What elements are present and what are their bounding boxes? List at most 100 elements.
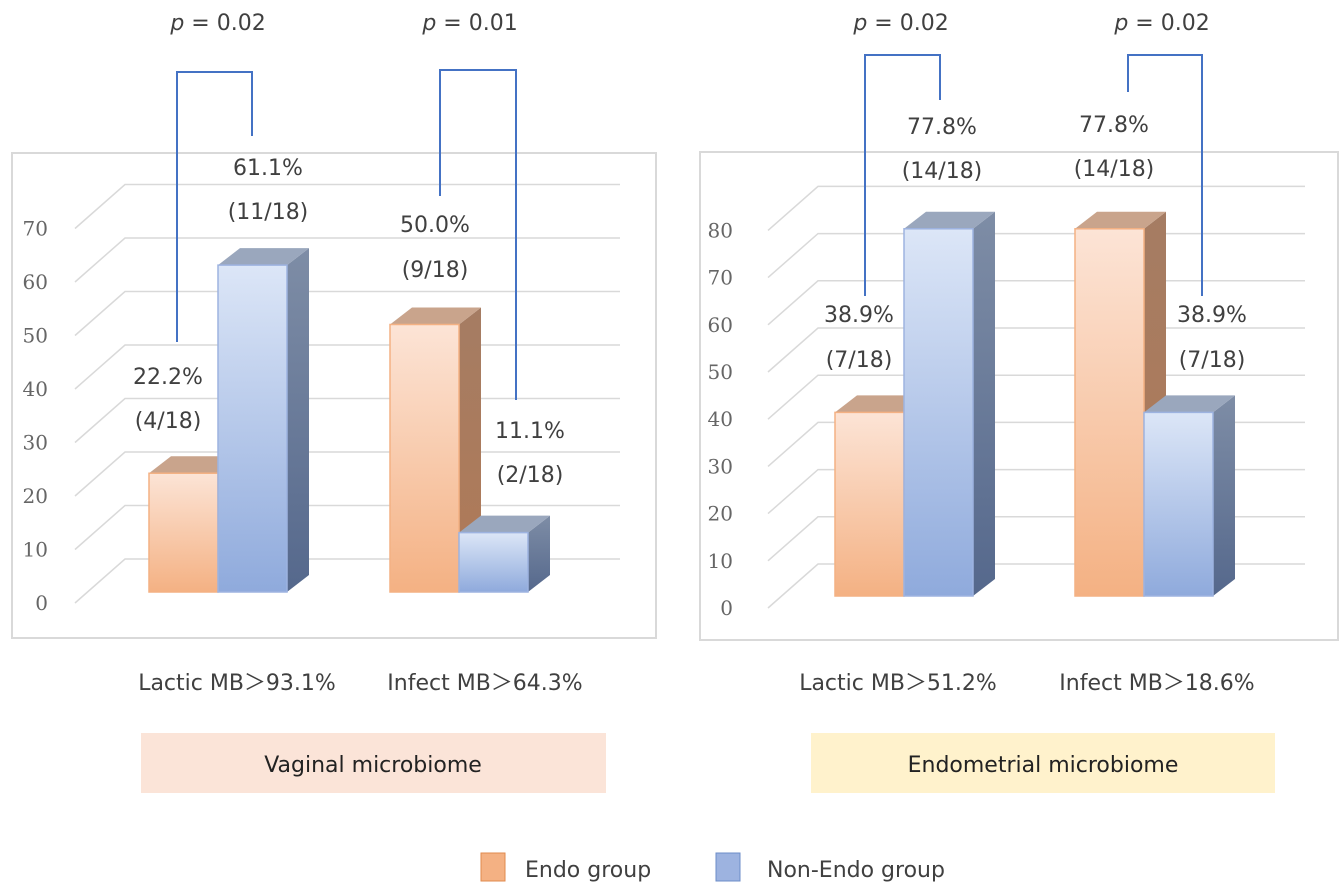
data-label: (14/18) <box>902 159 983 184</box>
vaginal-grid <box>74 183 620 604</box>
y-tick-label: 80 <box>708 218 733 242</box>
y-tick-label: 50 <box>708 360 733 384</box>
data-label: (2/18) <box>497 463 564 488</box>
p-value-label: p = 0.02 <box>1113 11 1209 36</box>
p-value-label: p = 0.01 <box>421 11 517 36</box>
legend-swatch-non-endo <box>715 852 741 882</box>
bar-top <box>390 307 481 325</box>
bar-side <box>528 515 550 592</box>
category-label: Lactic MB＞93.1% <box>138 671 336 696</box>
significance-bracket <box>439 69 517 400</box>
data-label: 38.9% <box>1177 303 1247 328</box>
category-label: Lactic MB＞51.2% <box>799 671 997 696</box>
vaginal-title-box <box>141 733 606 793</box>
data-label: 50.0% <box>400 213 470 238</box>
bar-front <box>834 411 905 597</box>
vaginal-chart: 0 10 20 30 40 50 60 70 22.2% (4/18) 61.1% (11/18) 5… <box>11 152 657 639</box>
legend-label-non-endo: Non-Endo group <box>767 858 945 883</box>
data-label: (4/18) <box>135 409 202 434</box>
y-tick-label: 0 <box>35 591 48 615</box>
data-label: (7/18) <box>826 348 893 373</box>
data-label: 11.1% <box>495 419 565 444</box>
endometrial-p-brackets <box>864 54 1203 296</box>
bar-front <box>217 264 288 593</box>
endometrial-y-ticks: 0 10 20 30 40 50 60 70 80 <box>708 218 733 620</box>
y-tick-label: 30 <box>708 454 733 478</box>
bar-front <box>903 228 974 597</box>
vaginal-p-values: p = 0.02 p = 0.01 <box>169 11 517 36</box>
endometrial-p-values: p = 0.02 p = 0.02 <box>852 11 1209 36</box>
y-tick-label: 40 <box>708 407 733 431</box>
gridline <box>767 185 1305 231</box>
bar-side <box>1213 395 1235 596</box>
y-tick-label: 70 <box>23 217 48 241</box>
gridline <box>74 290 620 337</box>
data-label: 22.2% <box>133 365 203 390</box>
bar-non-endo-1 <box>217 248 309 593</box>
legend-swatch-endo <box>480 852 506 882</box>
endometrial-chart: 0 10 20 30 40 50 60 70 80 38.9% (7/18) 77.8% (14/18… <box>699 113 1339 641</box>
y-tick-label: 10 <box>708 549 733 573</box>
data-label: (7/18) <box>1179 348 1246 373</box>
gridline <box>767 232 1305 279</box>
significance-bracket <box>176 71 253 342</box>
endometrial-title-box <box>811 733 1275 793</box>
y-tick-label: 60 <box>23 270 48 294</box>
vaginal-y-ticks: 0 10 20 30 40 50 60 70 <box>23 217 48 616</box>
bar-top <box>459 515 550 533</box>
bar-front <box>148 472 219 593</box>
y-tick-label: 30 <box>23 431 48 455</box>
data-label: 77.8% <box>1079 113 1149 138</box>
endometrial-chart-frame <box>699 151 1339 641</box>
bar-top <box>1075 211 1166 229</box>
gridline <box>74 183 620 230</box>
y-tick-label: 20 <box>23 484 48 508</box>
bar-non-endo-2 <box>458 515 550 593</box>
data-label: 77.8% <box>907 115 977 140</box>
y-tick-label: 60 <box>708 313 733 337</box>
endometrial-category-labels: Lactic MB＞51.2% Infect MB＞18.6% <box>799 671 1255 696</box>
vaginal-data-labels: 22.2% (4/18) 61.1% (11/18) 50.0% (9/18) 11.1% (… <box>133 156 565 488</box>
category-label: Infect MB＞18.6% <box>1059 671 1254 696</box>
legend-label-endo: Endo group <box>525 858 651 883</box>
vaginal-bars <box>148 248 550 593</box>
y-tick-label: 50 <box>23 324 48 348</box>
bar-front <box>1074 228 1145 597</box>
bar-top <box>218 248 309 266</box>
y-tick-label: 70 <box>708 266 733 290</box>
bar-front <box>458 531 529 593</box>
bar-side <box>287 248 309 593</box>
p-value-label: p = 0.02 <box>852 11 948 36</box>
vaginal-chart-frame <box>11 152 657 639</box>
vaginal-p-brackets <box>176 69 517 400</box>
bar-non-endo-2 <box>1143 395 1235 597</box>
data-label: (9/18) <box>402 258 469 283</box>
y-tick-label: 40 <box>23 377 48 401</box>
bar-side <box>973 211 995 596</box>
endometrial-data-labels: 38.9% (7/18) 77.8% (14/18) 77.8% (14/18) 38.9%… <box>824 113 1247 373</box>
significance-bracket <box>864 54 941 296</box>
bar-front <box>389 323 460 593</box>
y-tick-label: 10 <box>23 538 48 562</box>
gridline <box>74 237 620 283</box>
vaginal-category-labels: Lactic MB＞93.1% Infect MB＞64.3% <box>138 671 583 696</box>
endometrial-bars <box>834 211 1235 597</box>
bar-endo-2 <box>389 307 481 593</box>
p-value-label: p = 0.02 <box>169 11 265 36</box>
category-label: Infect MB＞64.3% <box>387 671 582 696</box>
data-label: 61.1% <box>233 156 303 181</box>
legend: Endo group Non-Endo group <box>480 852 945 883</box>
bar-top <box>904 211 995 229</box>
vaginal-title: Vaginal microbiome <box>264 753 482 778</box>
data-label: (11/18) <box>228 200 309 225</box>
y-tick-label: 0 <box>720 596 733 620</box>
bar-front <box>1143 411 1214 597</box>
bar-top <box>1144 395 1235 413</box>
significance-bracket <box>1127 54 1203 296</box>
data-label: 38.9% <box>824 303 894 328</box>
endometrial-title: Endometrial microbiome <box>908 753 1179 778</box>
data-label: (14/18) <box>1074 157 1155 182</box>
y-tick-label: 20 <box>708 502 733 526</box>
bar-non-endo-1 <box>903 211 995 597</box>
